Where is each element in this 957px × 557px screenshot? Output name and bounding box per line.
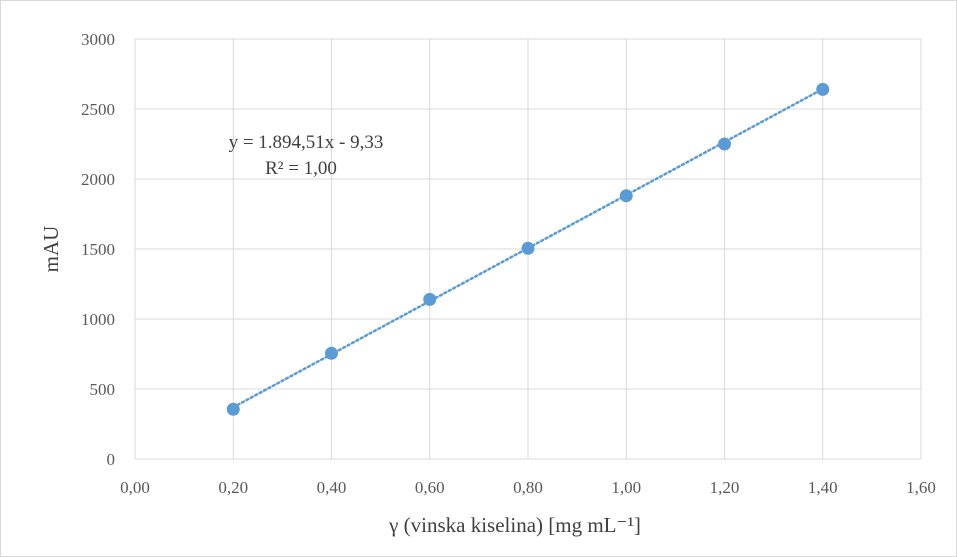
data-point xyxy=(619,189,633,203)
data-point xyxy=(816,82,830,96)
y-tick-label: 500 xyxy=(90,380,116,399)
data-point xyxy=(718,137,731,151)
y-tick-label: 1500 xyxy=(81,240,115,259)
data-point xyxy=(226,402,240,416)
trendline-equation: y = 1.894,51x - 9,33 xyxy=(229,132,384,153)
y-tick-label: 0 xyxy=(107,450,116,469)
x-tick-label: 1,00 xyxy=(611,478,641,497)
x-tick-label: 0,40 xyxy=(317,478,347,497)
x-tick-label: 0,00 xyxy=(120,478,150,497)
data-point xyxy=(325,346,338,360)
y-tick-label: 2500 xyxy=(81,100,115,119)
x-tick-label: 1,40 xyxy=(808,478,838,497)
x-tick-label: 1,60 xyxy=(906,478,936,497)
trendline-r-squared: R² = 1,00 xyxy=(265,158,337,179)
y-axis-title: mAU xyxy=(39,226,63,273)
x-tick-label: 0,20 xyxy=(218,478,248,497)
y-tick-label: 3000 xyxy=(81,30,115,49)
data-point xyxy=(521,241,535,255)
x-tick-label: 0,60 xyxy=(415,478,445,497)
data-points xyxy=(226,82,830,416)
y-tick-label: 1000 xyxy=(81,310,115,329)
data-point xyxy=(423,292,437,306)
y-tick-label: 2000 xyxy=(81,170,115,189)
gridlines xyxy=(134,38,922,460)
x-tick-label: 1,20 xyxy=(710,478,740,497)
x-axis-title: γ (vinska kiselina) [mg mL⁻¹] xyxy=(388,513,641,537)
tick-labels: 0 500 1000 1500 2000 2500 3000 0,00 0,20 0,40 0,60… xyxy=(81,30,936,497)
x-tick-label: 0,80 xyxy=(513,478,543,497)
